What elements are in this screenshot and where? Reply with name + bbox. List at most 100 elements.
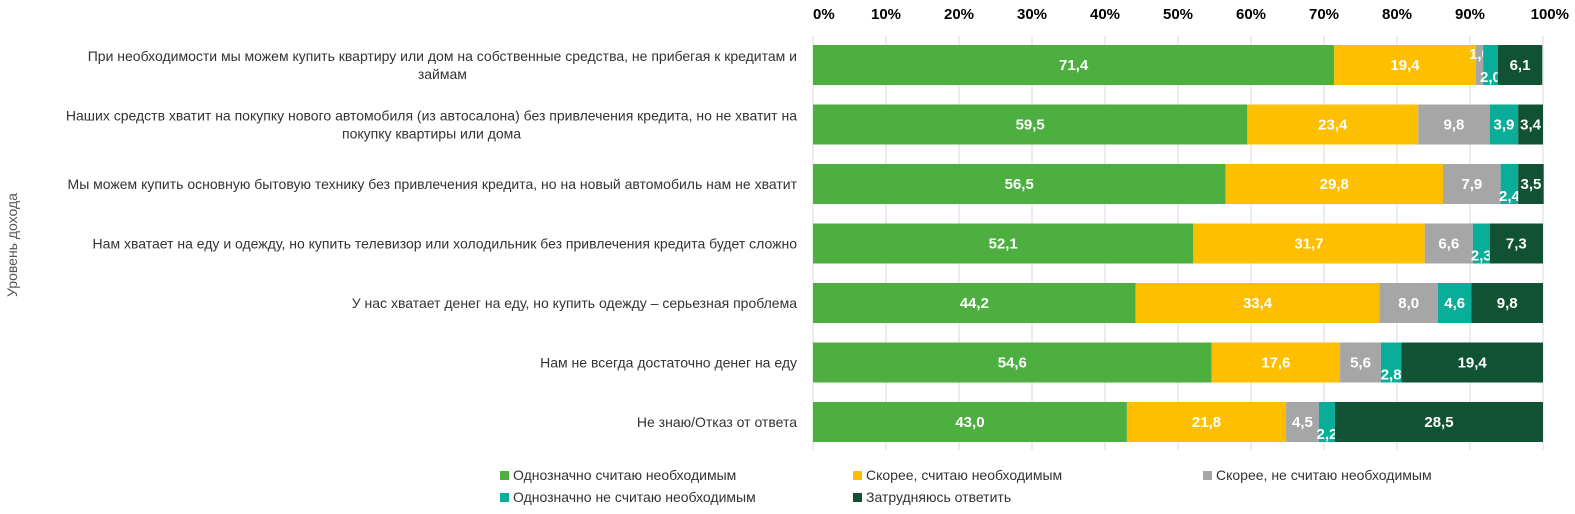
bar-segment: [1401, 342, 1543, 383]
x-tick-label: 60%: [1236, 6, 1266, 23]
data-label: 3,5: [1521, 176, 1542, 193]
data-label: 2,3: [1471, 248, 1492, 265]
category-labels: При необходимости мы можем купить кварти…: [66, 48, 798, 430]
category-label: Нам хватает на еду и одежду, но купить т…: [93, 236, 798, 252]
data-label: 33,4: [1243, 295, 1273, 312]
x-tick-label: 70%: [1309, 6, 1339, 23]
data-label: 21,8: [1192, 414, 1221, 431]
data-label: 43,0: [955, 414, 984, 431]
bar-segment: [1126, 402, 1287, 442]
bar-segment: [1489, 223, 1543, 264]
data-label: 6,6: [1438, 236, 1459, 253]
bars: 71,4 19,41,02,06,159,5 23,4 9,8 3,9 3,456,5 29…: [813, 45, 1544, 443]
bar-segment: [1489, 104, 1519, 145]
legend-label: Затрудняюсь ответить: [866, 489, 1011, 505]
x-tick-label: 20%: [944, 6, 974, 23]
data-label: 3,4: [1520, 117, 1542, 134]
data-label: 29,8: [1320, 176, 1349, 193]
x-tick-label: 0%: [813, 6, 835, 23]
bar-segment: [813, 342, 1212, 383]
category-label: У нас хватает денег на еду, но купить од…: [352, 295, 797, 311]
data-label: 2,4: [1499, 188, 1521, 205]
legend-swatch: [500, 493, 509, 502]
legend: Однозначно считаю необходимым Скорее, счи…: [500, 467, 1432, 505]
data-label: 71,4: [1059, 57, 1089, 74]
x-tick-label: 90%: [1455, 6, 1485, 23]
x-tick-label: 10%: [871, 6, 901, 23]
data-label: 4,5: [1292, 414, 1313, 431]
x-tick-label: 100%: [1531, 6, 1569, 23]
category-label: займам: [418, 66, 467, 82]
data-label: 17,6: [1261, 355, 1290, 372]
bar-segment: [1318, 402, 1335, 442]
bar-segment: [813, 402, 1127, 442]
bar-segment: [1380, 342, 1402, 383]
data-label: 54,6: [998, 355, 1027, 372]
data-label: 19,4: [1390, 57, 1420, 74]
data-label: 44,2: [960, 295, 989, 312]
bar-segment: [1497, 45, 1543, 85]
bar-segment: [1247, 104, 1419, 145]
bar-segment: [1193, 223, 1425, 264]
bar-segment: [1211, 342, 1341, 383]
data-label: 2,0: [1480, 69, 1501, 86]
bar-segment: [1483, 45, 1498, 85]
bar-segment: [813, 164, 1226, 204]
bar-segment: [1437, 283, 1472, 323]
bar-segment: [1340, 342, 1381, 383]
data-label: 52,1: [989, 236, 1018, 253]
bar-segment: [1334, 45, 1476, 85]
bar-segment: [813, 223, 1194, 264]
legend-swatch: [500, 471, 509, 480]
bar-segment: [813, 104, 1248, 145]
data-label: 23,4: [1318, 117, 1348, 134]
data-label: 2,2: [1316, 426, 1337, 443]
data-label: 31,7: [1294, 236, 1323, 253]
data-label: 7,9: [1461, 176, 1482, 193]
category-label: Наших средств хватит на покупку нового а…: [66, 108, 797, 124]
bar-segment: [1135, 283, 1380, 323]
bar-segment: [1518, 164, 1544, 204]
category-label: Не знаю/Отказ от ответа: [637, 414, 797, 430]
data-label: 9,8: [1497, 295, 1518, 312]
bar-segment: [1225, 164, 1443, 204]
data-label: 3,9: [1494, 117, 1515, 134]
category-label: Мы можем купить основную бытовую технику…: [68, 176, 798, 192]
bar-segment: [1475, 45, 1484, 85]
x-tick-label: 50%: [1163, 6, 1193, 23]
bar-segment: [1379, 283, 1438, 323]
bar-segment: [1418, 104, 1490, 145]
category-label: Нам не всегда достаточно денег на еду: [540, 355, 797, 371]
legend-label: Однозначно считаю необходимым: [513, 467, 736, 483]
legend-label: Однозначно не считаю необходимым: [513, 489, 756, 505]
legend-swatch: [1203, 471, 1212, 480]
bar-segment: [1472, 223, 1490, 264]
legend-swatch: [853, 493, 862, 502]
data-label: 8,0: [1398, 295, 1419, 312]
data-label: 59,5: [1016, 117, 1045, 134]
data-label: 6,1: [1510, 57, 1531, 74]
bar-segment: [813, 283, 1136, 323]
data-label: 28,5: [1424, 414, 1453, 431]
data-label: 4,6: [1444, 295, 1465, 312]
data-label: 7,3: [1506, 236, 1527, 253]
legend-label: Скорее, не считаю необходимым: [1216, 467, 1432, 483]
bar-segment: [1500, 164, 1519, 204]
legend-swatch: [853, 471, 862, 480]
data-label: 5,6: [1350, 355, 1371, 372]
data-label: 2,8: [1381, 367, 1402, 384]
legend-label: Скорее, считаю необходимым: [866, 467, 1062, 483]
x-tick-label: 40%: [1090, 6, 1120, 23]
bar-segment: [1518, 104, 1543, 145]
bar-segment: [1442, 164, 1501, 204]
bar-segment: [1334, 402, 1543, 442]
x-tick-label: 30%: [1017, 6, 1047, 23]
data-label: 19,4: [1458, 355, 1488, 372]
bar-segment: [1471, 283, 1543, 323]
category-label: При необходимости мы можем купить кварти…: [88, 48, 797, 64]
bar-segment: [813, 45, 1335, 85]
data-label: 56,5: [1005, 176, 1034, 193]
category-label: покупку квартиры или дома: [342, 126, 521, 142]
bar-segment: [1424, 223, 1473, 264]
